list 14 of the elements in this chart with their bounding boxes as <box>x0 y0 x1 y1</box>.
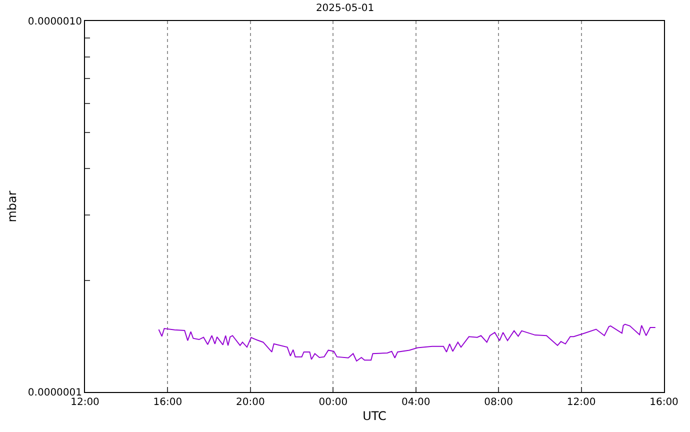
x-axis-title: UTC <box>362 408 386 423</box>
chart-title: 2025-05-01 <box>316 3 374 14</box>
x-tick-label: 20:00 <box>236 397 265 408</box>
x-tick-label: 12:00 <box>566 397 596 408</box>
line-series <box>158 324 656 362</box>
y-tick-label: 0.0000010 <box>28 16 82 28</box>
x-tick-label: 16:00 <box>650 397 678 408</box>
x-tick-label: 08:00 <box>484 397 513 408</box>
x-tick-label: 12:00 <box>70 397 100 408</box>
y-tick-label: 0.0000001 <box>28 388 82 398</box>
x-tick-label: 16:00 <box>153 397 182 408</box>
x-tick-label: 00:00 <box>318 397 348 408</box>
y-axis-title: mbar <box>5 190 20 222</box>
x-tick-label: 04:00 <box>401 397 430 408</box>
